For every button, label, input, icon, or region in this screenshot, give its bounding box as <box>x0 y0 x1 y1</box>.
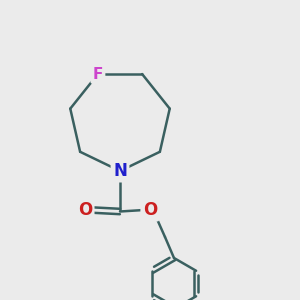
Text: F: F <box>93 67 103 82</box>
Text: O: O <box>78 201 92 219</box>
Text: O: O <box>143 201 157 219</box>
Text: N: N <box>113 162 127 180</box>
